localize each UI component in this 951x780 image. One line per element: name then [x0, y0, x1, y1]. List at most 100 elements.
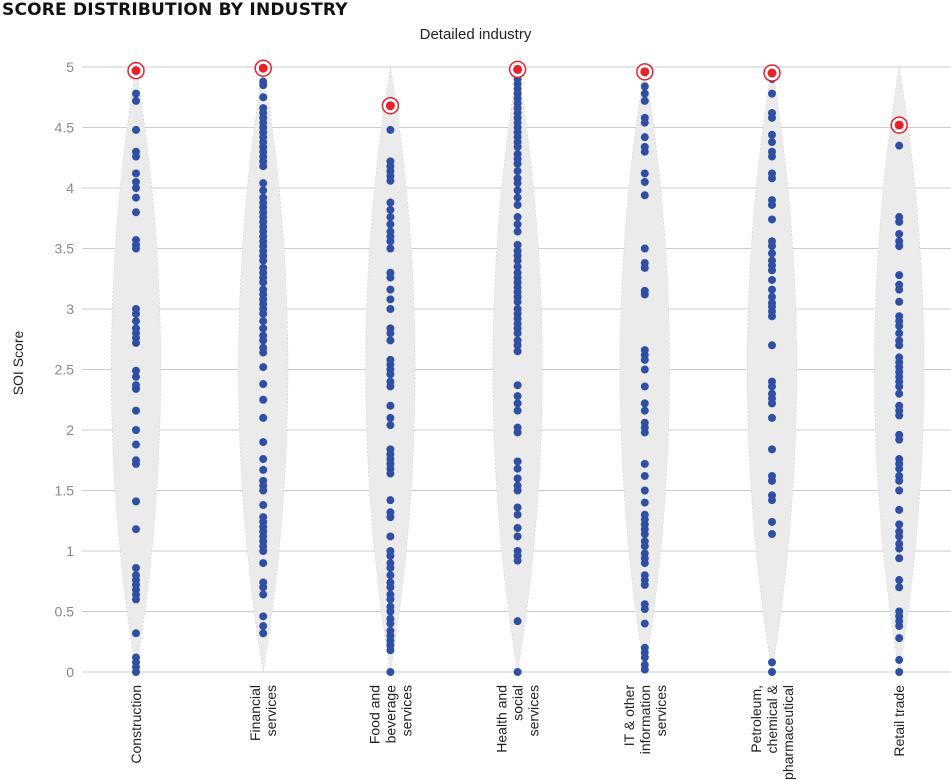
data-point[interactable] [640, 290, 649, 299]
data-point[interactable] [895, 520, 904, 529]
data-point[interactable] [895, 464, 904, 473]
data-point[interactable] [386, 382, 395, 391]
data-point[interactable] [768, 530, 776, 539]
data-point[interactable] [513, 341, 522, 350]
data-point[interactable] [895, 229, 904, 238]
data-point[interactable] [895, 389, 904, 398]
data-point[interactable] [640, 96, 649, 105]
data-point[interactable] [513, 399, 522, 408]
data-point[interactable] [513, 428, 522, 437]
data-point[interactable] [259, 583, 268, 592]
data-point[interactable] [768, 200, 776, 209]
data-point[interactable] [132, 152, 140, 161]
data-point[interactable] [132, 372, 140, 381]
data-point[interactable] [132, 338, 140, 347]
data-point[interactable] [259, 81, 268, 90]
data-point[interactable] [640, 365, 649, 374]
data-point[interactable] [768, 130, 776, 139]
data-point[interactable] [513, 159, 522, 168]
data-point[interactable] [513, 167, 522, 176]
data-point[interactable] [259, 348, 268, 357]
data-point[interactable] [640, 399, 649, 408]
data-point[interactable] [386, 176, 395, 185]
data-point[interactable] [259, 278, 268, 287]
data-point[interactable] [386, 496, 395, 505]
data-point[interactable] [513, 524, 522, 533]
data-point[interactable] [640, 355, 649, 364]
data-point[interactable] [132, 208, 140, 217]
data-point[interactable] [640, 382, 649, 391]
data-point[interactable] [513, 532, 522, 541]
data-point[interactable] [513, 227, 522, 236]
data-point[interactable] [895, 341, 904, 350]
data-point[interactable] [513, 474, 522, 483]
data-point[interactable] [259, 309, 268, 318]
data-point[interactable] [259, 324, 268, 333]
data-point[interactable] [895, 668, 904, 676]
data-point[interactable] [768, 341, 776, 350]
data-point[interactable] [640, 82, 649, 91]
data-point[interactable] [259, 547, 268, 555]
data-point[interactable] [895, 476, 904, 485]
data-point[interactable] [259, 486, 268, 495]
data-point[interactable] [640, 559, 649, 568]
data-point[interactable] [895, 285, 904, 294]
data-point[interactable] [386, 220, 395, 229]
data-point[interactable] [513, 240, 522, 249]
data-point[interactable] [513, 186, 522, 195]
data-point[interactable] [386, 619, 395, 628]
data-point[interactable] [132, 89, 140, 98]
data-point[interactable] [895, 583, 904, 592]
data-point[interactable] [259, 186, 268, 195]
data-point[interactable] [513, 486, 522, 495]
data-point[interactable] [768, 242, 776, 251]
data-point[interactable] [386, 205, 395, 214]
data-point[interactable] [386, 198, 395, 207]
data-point[interactable] [386, 532, 395, 541]
data-point[interactable] [259, 336, 268, 345]
data-point[interactable] [259, 455, 268, 464]
data-point[interactable] [640, 118, 649, 127]
data-point[interactable] [132, 595, 140, 604]
data-point[interactable] [386, 329, 395, 338]
data-point[interactable] [640, 428, 649, 437]
data-point[interactable] [640, 169, 649, 178]
data-point[interactable] [386, 125, 395, 134]
data-point[interactable] [386, 646, 395, 655]
data-point[interactable] [895, 297, 904, 306]
data-point[interactable] [259, 612, 268, 621]
data-point[interactable] [386, 413, 395, 422]
data-point[interactable] [386, 336, 395, 345]
data-point[interactable] [768, 668, 776, 676]
data-point[interactable] [259, 363, 268, 372]
data-point[interactable] [386, 571, 395, 580]
data-point[interactable] [768, 382, 776, 391]
data-point[interactable] [768, 312, 776, 321]
data-point[interactable] [132, 366, 140, 375]
data-point[interactable] [259, 317, 268, 326]
data-point[interactable] [386, 285, 395, 294]
max-data-point[interactable] [385, 101, 395, 111]
data-point[interactable] [386, 295, 395, 304]
data-point[interactable] [768, 249, 776, 258]
data-point[interactable] [768, 285, 776, 294]
data-point[interactable] [895, 141, 904, 150]
data-point[interactable] [386, 213, 395, 222]
data-point[interactable] [259, 465, 268, 474]
data-point[interactable] [895, 486, 904, 495]
data-point[interactable] [768, 174, 776, 183]
data-point[interactable] [768, 292, 776, 301]
data-point[interactable] [640, 486, 649, 495]
data-point[interactable] [640, 263, 649, 272]
data-point[interactable] [640, 498, 649, 507]
data-point[interactable] [895, 329, 904, 338]
data-point[interactable] [259, 590, 268, 599]
data-point[interactable] [640, 605, 649, 614]
max-data-point[interactable] [894, 120, 904, 130]
data-point[interactable] [386, 563, 395, 572]
data-point[interactable] [513, 406, 522, 415]
data-point[interactable] [513, 213, 522, 222]
data-point[interactable] [640, 653, 649, 662]
data-point[interactable] [513, 556, 522, 565]
data-point[interactable] [132, 459, 140, 468]
